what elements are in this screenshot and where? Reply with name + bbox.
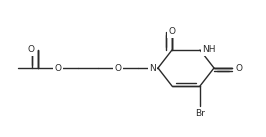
Text: O: O [168, 28, 176, 36]
Text: O: O [114, 64, 122, 72]
Text: N: N [149, 64, 156, 72]
Text: O: O [55, 64, 61, 72]
Text: NH: NH [202, 45, 215, 55]
Text: O: O [235, 64, 242, 72]
Text: O: O [28, 45, 35, 55]
Text: Br: Br [195, 109, 205, 118]
